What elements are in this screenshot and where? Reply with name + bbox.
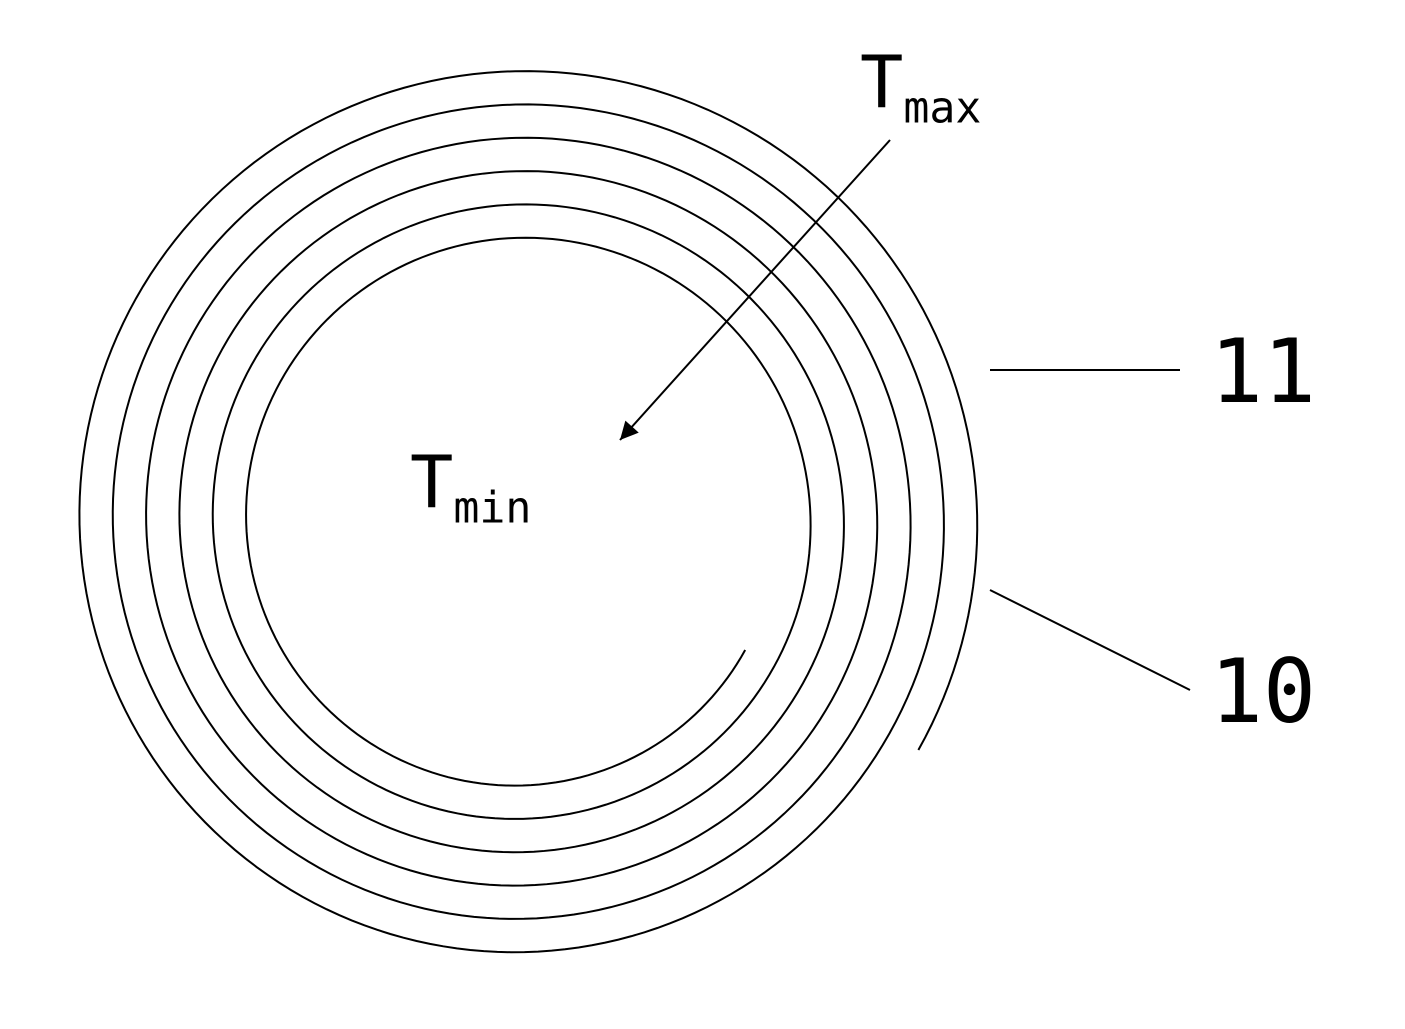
label-tmax: Tmax bbox=[860, 40, 981, 133]
label-tmin: Tmin bbox=[410, 440, 531, 533]
label-tmax-main: T bbox=[860, 40, 903, 124]
label-ref-11: 11 bbox=[1210, 320, 1316, 423]
label-tmin-main: T bbox=[410, 440, 453, 524]
label-ref-10: 10 bbox=[1210, 640, 1316, 743]
diagram-canvas bbox=[0, 0, 1405, 1029]
label-ref11-text: 11 bbox=[1210, 320, 1316, 423]
label-tmin-sub: min bbox=[453, 483, 531, 533]
label-ref10-text: 10 bbox=[1210, 640, 1316, 743]
tmax-arrow-line bbox=[620, 140, 890, 440]
ref10-leader bbox=[990, 590, 1190, 690]
label-tmax-sub: max bbox=[903, 83, 981, 133]
